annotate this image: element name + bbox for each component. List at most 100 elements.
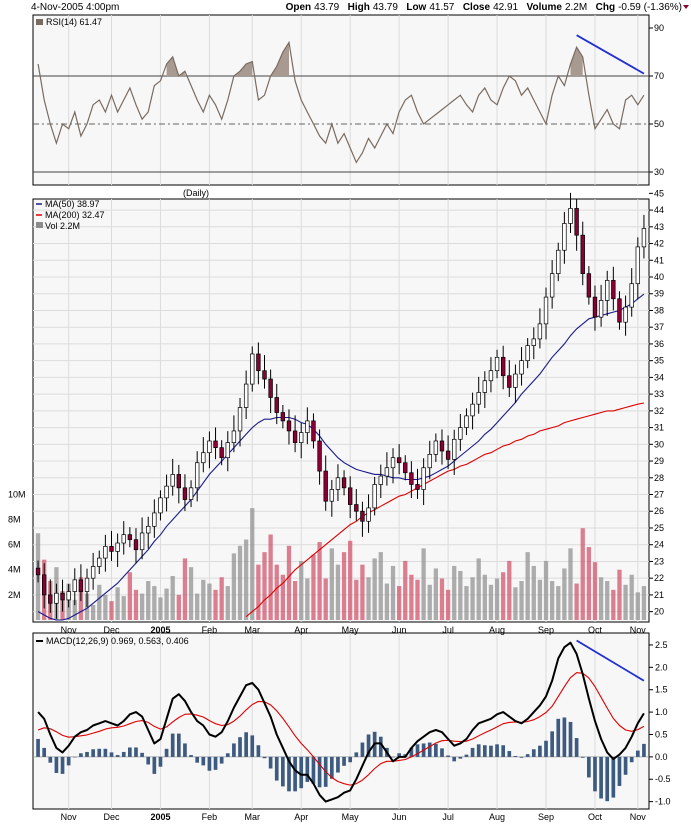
- candle-down: [403, 462, 408, 474]
- candle-down: [580, 234, 585, 275]
- rsi-overbought-area: [570, 47, 583, 76]
- macd-legend-text: MACD(12,26,9) 0.969, 0.563, 0.406: [46, 636, 189, 646]
- month-label-price: Dec: [103, 625, 120, 635]
- volume-bar: [213, 589, 218, 620]
- price-ytick-label: 39: [654, 289, 664, 299]
- candle: [146, 516, 151, 549]
- price-ytick-label: 29: [654, 456, 664, 466]
- volume-bar: [109, 601, 114, 620]
- candle: [360, 501, 365, 537]
- macd-histogram-bar: [232, 743, 236, 757]
- volume-bar: [286, 545, 292, 620]
- candle-up: [629, 283, 634, 308]
- macd-histogram-bar: [54, 756, 59, 773]
- rsi-overbought-area: [270, 42, 289, 76]
- candle-down: [219, 447, 224, 459]
- volume-bar: [513, 587, 518, 620]
- rsi-legend: RSI(14) 61.47: [36, 17, 102, 27]
- candle: [366, 494, 371, 533]
- volume-bar: [341, 552, 347, 620]
- candle: [629, 268, 634, 317]
- volume-ytick-label: 6M: [8, 540, 21, 550]
- price-ytick-label: 32: [654, 406, 664, 416]
- volume-bar: [501, 572, 506, 620]
- price-ytick-label: 34: [654, 372, 664, 382]
- candle: [305, 407, 310, 445]
- macd-histogram-bar: [287, 756, 291, 792]
- candle-up: [433, 440, 439, 455]
- candle-up: [458, 427, 463, 440]
- candle-down: [256, 353, 261, 372]
- price-ytick-label: 36: [654, 339, 664, 349]
- candle: [262, 355, 267, 389]
- candle-down: [439, 440, 445, 452]
- candle-down: [182, 487, 188, 500]
- volume-bar: [635, 592, 640, 620]
- volume-bar: [176, 594, 181, 620]
- volume-bar: [494, 578, 500, 620]
- candle-down: [274, 397, 279, 413]
- candle: [84, 568, 90, 608]
- candle-up: [121, 534, 126, 544]
- high-label: High: [348, 2, 370, 13]
- month-label-macd: Jun: [392, 812, 407, 822]
- rsi-ytick-label: 50: [654, 119, 664, 129]
- volume-bar: [525, 552, 530, 620]
- month-label-price: Sep: [538, 625, 554, 635]
- candle-up: [525, 345, 530, 362]
- candle: [201, 437, 206, 473]
- macd-histogram-bar: [531, 749, 536, 757]
- macd-histogram-bar: [213, 756, 218, 770]
- volume-bar: [292, 581, 298, 620]
- open-value: 43.79: [314, 2, 339, 13]
- candle: [299, 423, 304, 459]
- volume-bar: [262, 552, 267, 620]
- candle-up: [427, 454, 432, 469]
- macd-histogram-bar: [501, 745, 506, 757]
- price-ytick-label: 24: [654, 540, 664, 550]
- candle: [188, 480, 194, 508]
- macd-histogram-bar: [391, 756, 395, 758]
- volume-bar: [549, 581, 555, 620]
- candle: [115, 533, 120, 567]
- price-ytick-label: 33: [654, 389, 664, 399]
- volume-bar: [580, 528, 585, 620]
- volume-ytick-label: 2M: [8, 590, 21, 600]
- candle-up: [231, 430, 237, 443]
- rsi-ytick-label: 90: [654, 23, 664, 33]
- volume-bar: [121, 596, 126, 620]
- candle: [605, 270, 610, 316]
- volume-bar: [537, 579, 543, 620]
- candle: [635, 237, 641, 300]
- candle-down: [213, 440, 218, 449]
- macd-histogram-bar: [48, 756, 53, 763]
- candle: [476, 376, 481, 414]
- candle-down: [341, 477, 347, 489]
- volume-value: 2.2M: [565, 2, 587, 13]
- volume-bar: [396, 586, 402, 620]
- low-value: 41.57: [429, 2, 454, 13]
- macd-histogram-bar: [115, 755, 120, 757]
- volume-bar: [97, 584, 102, 620]
- volume-bar: [329, 548, 334, 620]
- candle: [482, 371, 488, 409]
- macd-panel: [32, 632, 650, 810]
- volume-bar: [317, 542, 322, 620]
- candle: [433, 433, 439, 462]
- candle: [311, 413, 316, 449]
- candle: [341, 470, 347, 496]
- volume-bar: [127, 572, 133, 620]
- ma200-line: [245, 402, 645, 618]
- macd-histogram-bar: [85, 751, 89, 757]
- candle-down: [268, 378, 273, 398]
- candle: [54, 583, 59, 619]
- volume-bar: [452, 565, 457, 620]
- volume-label: Volume: [527, 2, 563, 13]
- candle: [586, 266, 592, 305]
- candle-down: [311, 420, 316, 442]
- volume-bar: [219, 577, 224, 620]
- candle-up: [207, 440, 212, 454]
- volume-bar: [90, 604, 96, 620]
- macd-histogram-bar: [415, 744, 420, 757]
- volume-bar: [409, 574, 414, 620]
